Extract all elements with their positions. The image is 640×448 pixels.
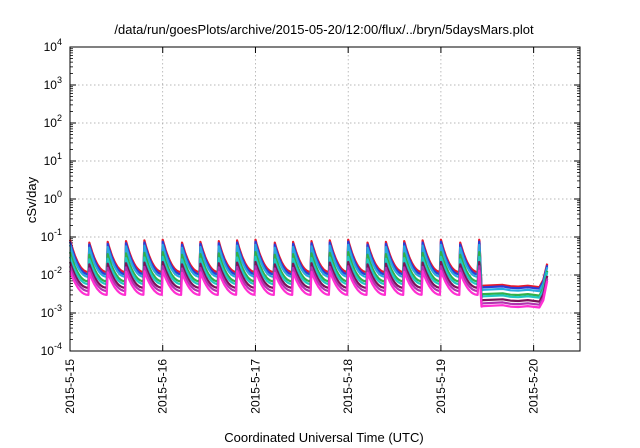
y-axis-label: cSv/day bbox=[24, 176, 39, 223]
y-tick-label: 10-2 bbox=[41, 265, 62, 282]
y-tick-label: 104 bbox=[44, 37, 62, 54]
series-group bbox=[68, 238, 549, 309]
series-line-4 bbox=[68, 251, 549, 297]
x-axis-label: Coordinated Universal Time (UTC) bbox=[224, 430, 423, 445]
series-line-7 bbox=[68, 265, 549, 306]
y-tick-labels: 10-4 10-3 10-2 10-1 100 101 102 103 104 bbox=[41, 37, 62, 358]
y-tick-label: 101 bbox=[44, 151, 62, 168]
y-tick-label: 10-4 bbox=[41, 341, 62, 358]
series-line-8 bbox=[68, 269, 549, 309]
chart-title: /data/run/goesPlots/archive/2015-05-20/1… bbox=[114, 22, 534, 37]
x-tick-label: 2015-5-20 bbox=[527, 359, 541, 414]
series-line-6 bbox=[68, 260, 549, 303]
x-tick-labels: 2015-5-15 2015-5-16 2015-5-17 2015-5-18 2015… bbox=[63, 359, 541, 414]
y-tick-label: 103 bbox=[44, 75, 62, 92]
series-line-3 bbox=[68, 243, 549, 293]
x-tick-label: 2015-5-19 bbox=[434, 359, 448, 414]
y-tick-label: 102 bbox=[44, 113, 62, 130]
x-tick-label: 2015-5-16 bbox=[156, 359, 170, 414]
x-tick-label: 2015-5-15 bbox=[63, 359, 77, 414]
y-tick-label: 10-3 bbox=[41, 303, 62, 320]
x-tick-label: 2015-5-17 bbox=[248, 359, 262, 414]
y-tick-label: 100 bbox=[44, 189, 62, 206]
plot-frame bbox=[69, 46, 581, 352]
y-tick-label: 10-1 bbox=[41, 227, 62, 244]
series-line-5 bbox=[68, 255, 549, 299]
x-tick-label: 2015-5-18 bbox=[341, 359, 355, 414]
